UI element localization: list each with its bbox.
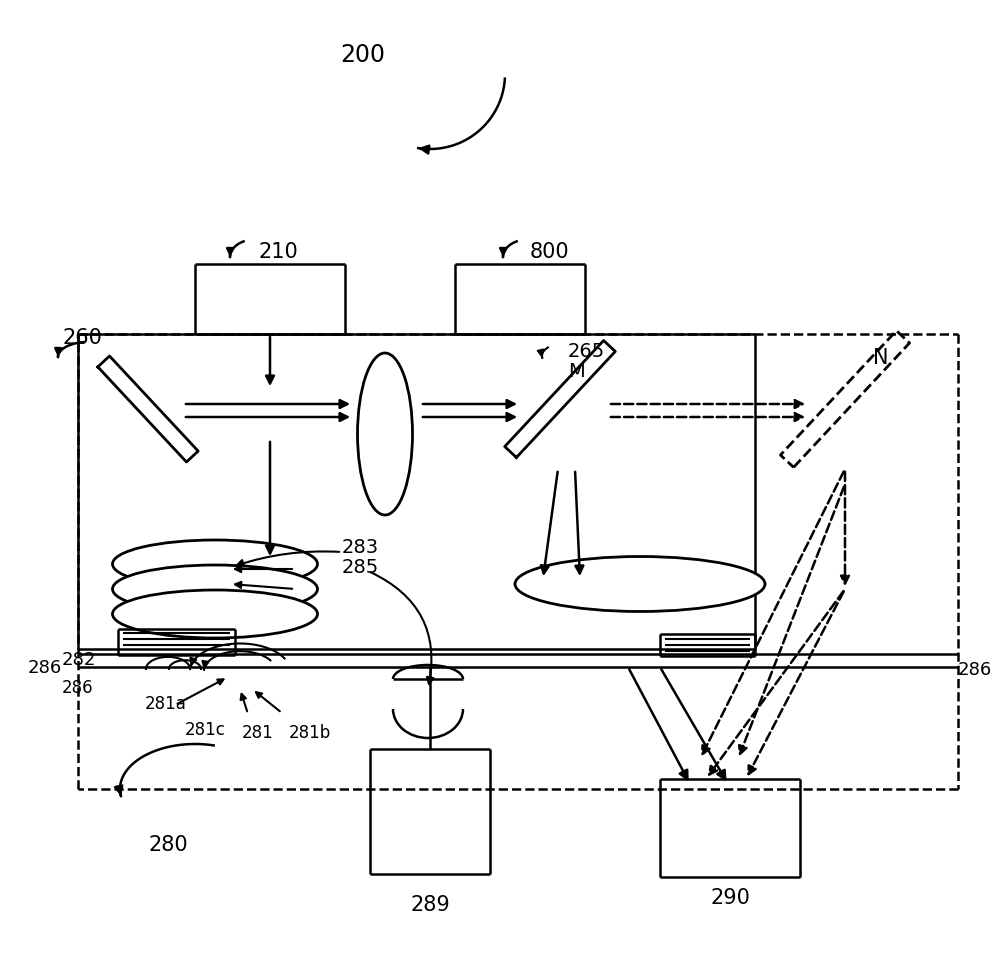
Text: 285: 285: [342, 558, 379, 576]
Ellipse shape: [113, 540, 318, 588]
Text: 210: 210: [258, 241, 298, 262]
Text: 281c: 281c: [185, 720, 226, 739]
Text: 281: 281: [242, 723, 274, 742]
Ellipse shape: [515, 557, 765, 612]
Text: 286: 286: [62, 678, 94, 697]
Text: 289: 289: [410, 894, 450, 914]
Text: 280: 280: [148, 834, 188, 854]
Text: 283: 283: [342, 538, 379, 557]
Text: 290: 290: [710, 887, 750, 907]
Text: 265: 265: [568, 342, 605, 361]
Text: 281a: 281a: [145, 695, 187, 712]
Text: N: N: [873, 348, 889, 367]
Ellipse shape: [113, 566, 318, 614]
Text: 282: 282: [62, 651, 96, 668]
Text: 200: 200: [340, 43, 385, 67]
Text: 800: 800: [530, 241, 570, 262]
Text: M: M: [568, 362, 585, 381]
Text: 281b: 281b: [289, 723, 331, 742]
Ellipse shape: [113, 590, 318, 638]
Text: 260: 260: [62, 327, 102, 348]
Text: 286: 286: [958, 660, 992, 678]
Text: 286: 286: [28, 658, 62, 676]
Ellipse shape: [358, 354, 413, 516]
